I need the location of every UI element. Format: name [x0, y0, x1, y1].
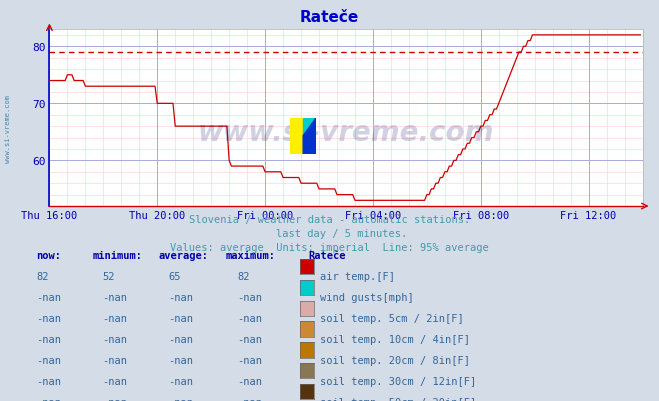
Text: Slovenia / weather data - automatic stations.
    last day / 5 minutes.
Values: : Slovenia / weather data - automatic stat…: [170, 215, 489, 253]
Text: 82: 82: [36, 271, 49, 282]
Text: air temp.[F]: air temp.[F]: [320, 271, 395, 282]
Text: wind gusts[mph]: wind gusts[mph]: [320, 292, 413, 302]
Text: -nan: -nan: [102, 397, 127, 401]
Text: -nan: -nan: [102, 334, 127, 344]
Text: -nan: -nan: [168, 334, 193, 344]
Text: minimum:: minimum:: [92, 251, 142, 261]
Text: -nan: -nan: [168, 397, 193, 401]
Text: 82: 82: [237, 271, 250, 282]
Text: -nan: -nan: [36, 292, 61, 302]
Text: soil temp. 50cm / 20in[F]: soil temp. 50cm / 20in[F]: [320, 397, 476, 401]
Text: average:: average:: [158, 251, 208, 261]
Text: -nan: -nan: [102, 292, 127, 302]
Text: -nan: -nan: [36, 397, 61, 401]
Text: -nan: -nan: [237, 292, 262, 302]
Text: -nan: -nan: [237, 397, 262, 401]
Text: maximum:: maximum:: [225, 251, 275, 261]
Text: -nan: -nan: [102, 376, 127, 386]
Text: -nan: -nan: [36, 376, 61, 386]
Text: -nan: -nan: [237, 376, 262, 386]
Text: -nan: -nan: [36, 334, 61, 344]
Text: -nan: -nan: [237, 355, 262, 365]
Text: www.si-vreme.com: www.si-vreme.com: [5, 94, 11, 162]
Text: www.si-vreme.com: www.si-vreme.com: [198, 118, 494, 146]
Text: -nan: -nan: [237, 334, 262, 344]
Text: -nan: -nan: [102, 313, 127, 323]
Text: soil temp. 10cm / 4in[F]: soil temp. 10cm / 4in[F]: [320, 334, 470, 344]
Text: soil temp. 20cm / 8in[F]: soil temp. 20cm / 8in[F]: [320, 355, 470, 365]
Text: 65: 65: [168, 271, 181, 282]
Text: -nan: -nan: [36, 313, 61, 323]
Text: soil temp. 30cm / 12in[F]: soil temp. 30cm / 12in[F]: [320, 376, 476, 386]
Text: -nan: -nan: [168, 376, 193, 386]
Text: -nan: -nan: [168, 313, 193, 323]
Text: -nan: -nan: [168, 292, 193, 302]
Text: 52: 52: [102, 271, 115, 282]
Polygon shape: [303, 118, 316, 154]
Text: -nan: -nan: [36, 355, 61, 365]
Text: soil temp. 5cm / 2in[F]: soil temp. 5cm / 2in[F]: [320, 313, 463, 323]
Text: Rateče: Rateče: [308, 251, 346, 261]
Text: now:: now:: [36, 251, 61, 261]
Polygon shape: [290, 118, 303, 154]
Text: -nan: -nan: [102, 355, 127, 365]
Text: -nan: -nan: [237, 313, 262, 323]
Text: Rateče: Rateče: [300, 10, 359, 25]
Text: -nan: -nan: [168, 355, 193, 365]
Polygon shape: [303, 118, 316, 136]
